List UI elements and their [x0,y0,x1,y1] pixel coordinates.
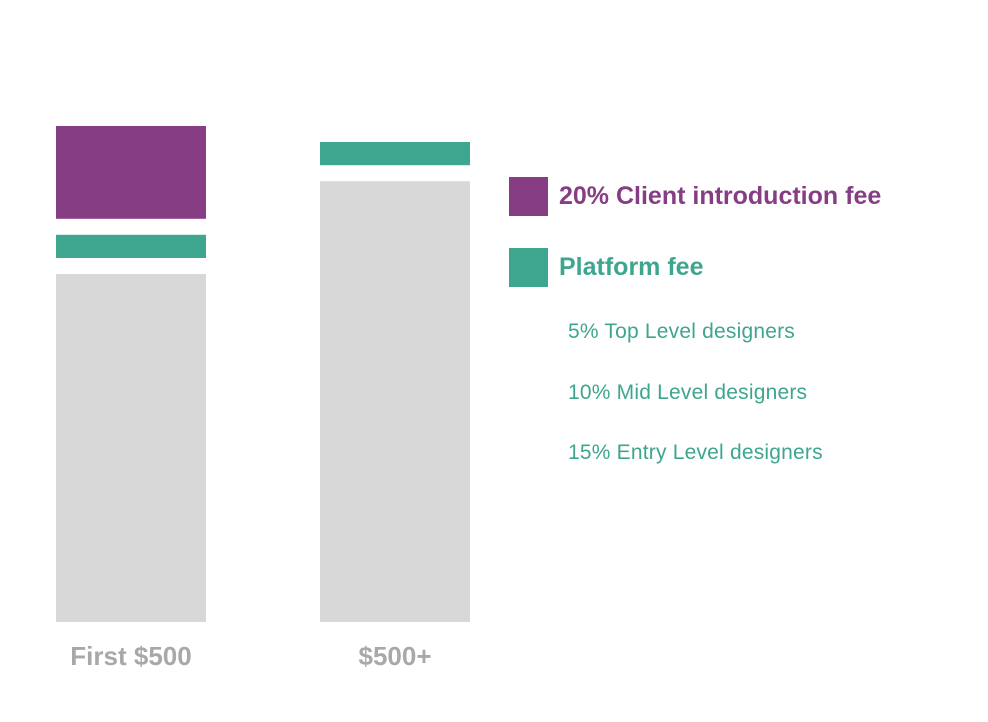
legend-label-client-fee: 20% Client introduction fee [559,182,882,210]
bar-platform-fee-1 [56,234,206,258]
bar-base-1 [56,274,206,622]
bar-client-fee-1 [56,126,206,219]
legend-label-platform-fee: Platform fee [559,253,704,281]
bar-platform-fee-2 [320,142,470,166]
x-tick-label-2: $500+ [358,641,431,671]
legend-item-client-fee: 20% Client introduction fee [509,177,881,216]
legend-swatch-platform-fee [509,248,548,287]
platform-tier-entry-level: 15% Entry Level designers [568,441,823,464]
platform-tier-top-level: 5% Top Level designers [568,320,795,343]
platform-tier-mid-level: 10% Mid Level designers [568,381,808,404]
bar-base-2 [320,181,470,622]
legend-swatch-client-fee [509,177,548,216]
x-tick-label-1: First $500 [70,641,191,671]
legend-item-platform-fee: Platform fee [509,248,703,287]
